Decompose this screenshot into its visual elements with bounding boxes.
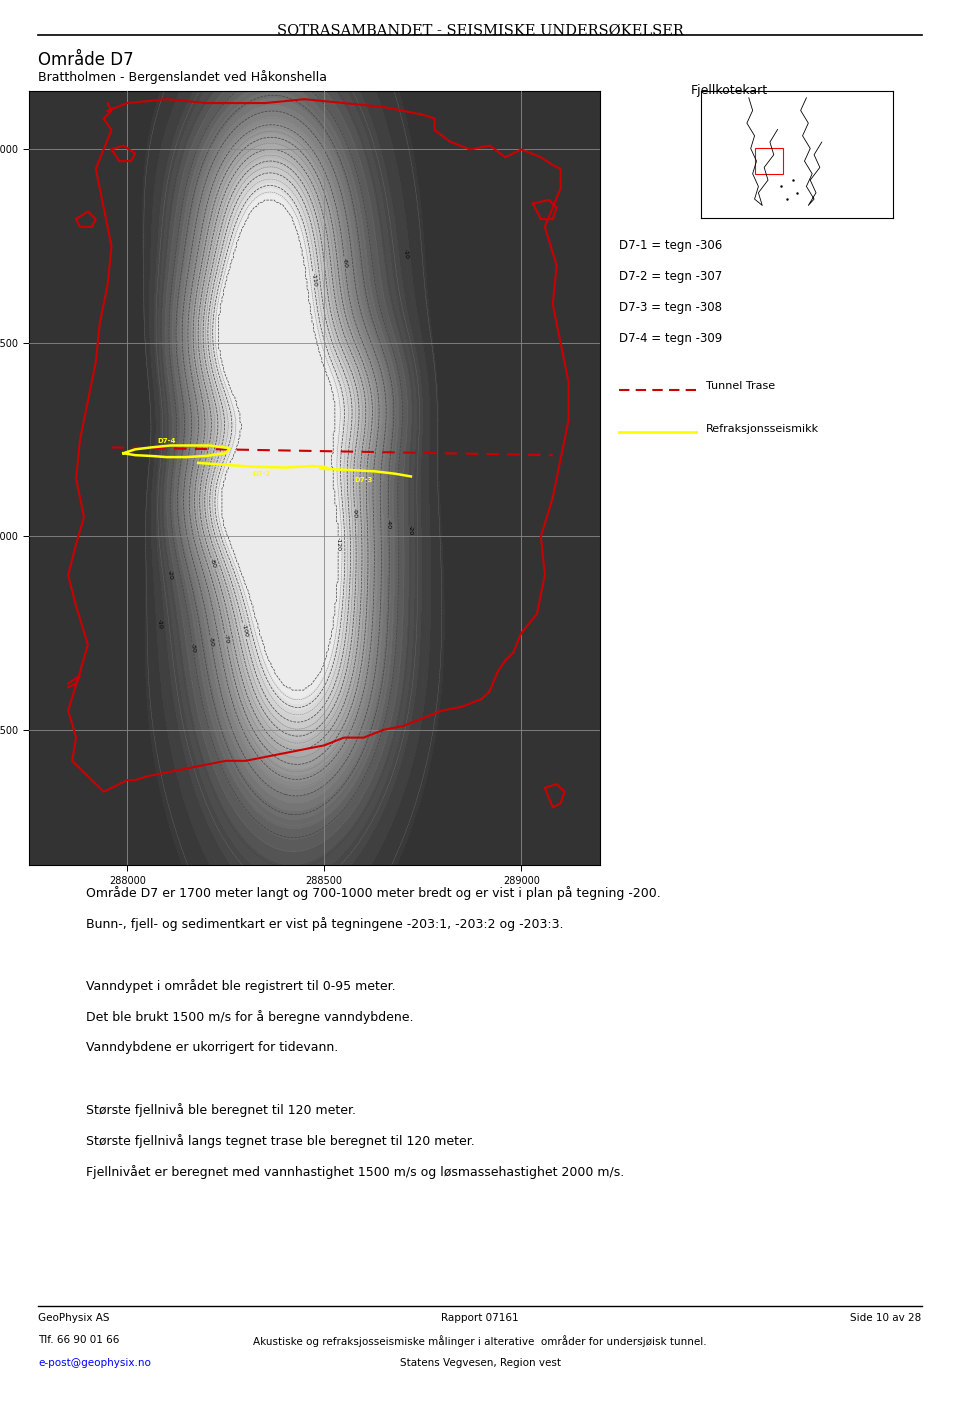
Text: D7-2 = tegn -307: D7-2 = tegn -307 [619,270,723,283]
Text: Område D7: Område D7 [38,51,134,69]
Text: Største fjellnivå ble beregnet til 120 meter.: Største fjellnivå ble beregnet til 120 m… [86,1103,356,1117]
Text: -60: -60 [342,257,348,269]
Text: Største fjellnivå langs tegnet trase ble beregnet til 120 meter.: Største fjellnivå langs tegnet trase ble… [86,1134,475,1148]
Text: Fjellkotekart: Fjellkotekart [691,84,768,97]
Text: -100: -100 [240,623,249,637]
Text: D7-3 = tegn -308: D7-3 = tegn -308 [619,301,722,314]
Text: -50: -50 [207,636,214,647]
Text: Bunn-, fjell- og sedimentkart er vist på tegningene -203:1, -203:2 og -203:3.: Bunn-, fjell- og sedimentkart er vist på… [86,917,564,931]
Text: D7-1 = tegn -306: D7-1 = tegn -306 [619,239,723,252]
Text: -10: -10 [156,619,162,629]
Text: Det ble brukt 1500 m/s for å beregne vanndybdene.: Det ble brukt 1500 m/s for å beregne van… [86,1010,414,1024]
Text: Område D7 er 1700 meter langt og 700-1000 meter bredt og er vist i plan på tegni: Område D7 er 1700 meter langt og 700-100… [86,886,661,900]
Text: -40: -40 [386,519,392,529]
Text: -70: -70 [223,633,229,644]
Text: -110: -110 [310,273,317,287]
Text: Vanndybdene er ukorrigert for tidevann.: Vanndybdene er ukorrigert for tidevann. [86,1041,339,1054]
Text: D7-4 = tegn -309: D7-4 = tegn -309 [619,332,723,345]
Text: e-post@geophysix.no: e-post@geophysix.no [38,1358,152,1368]
Text: SOTRASAMBANDET - SEISMISKE UNDERSØKELSER: SOTRASAMBANDET - SEISMISKE UNDERSØKELSER [276,24,684,38]
Text: -80: -80 [209,559,217,570]
Text: Vanndypet i området ble registrert til 0-95 meter.: Vanndypet i området ble registrert til 0… [86,979,396,993]
Text: -90: -90 [352,508,357,518]
Text: -30: -30 [190,643,196,653]
Text: D7-3: D7-3 [354,477,372,483]
Text: -20: -20 [166,570,173,580]
Text: GeoPhysix AS: GeoPhysix AS [38,1313,109,1323]
Text: -10: -10 [402,248,409,259]
Text: D7-2: D7-2 [252,471,271,477]
Text: Statens Vegvesen, Region vest: Statens Vegvesen, Region vest [399,1358,561,1368]
Text: -120: -120 [336,537,341,550]
Bar [755,149,783,174]
Text: Refraksjonsseismikk: Refraksjonsseismikk [706,424,819,433]
Text: Rapport 07161: Rapport 07161 [442,1313,518,1323]
Text: Akustiske og refraksjosseismiske målinger i alterative  områder for undersjøisk : Akustiske og refraksjosseismiske målinge… [253,1335,707,1346]
Text: Fjellnivået er beregnet med vannhastighet 1500 m/s og løsmassehastighet 2000 m/s: Fjellnivået er beregnet med vannhastighe… [86,1165,625,1179]
Text: Brattholmen - Bergenslandet ved Håkonshella: Brattholmen - Bergenslandet ved Håkonshe… [38,70,327,84]
Text: Side 10 av 28: Side 10 av 28 [851,1313,922,1323]
Text: D7-4: D7-4 [157,438,176,443]
Text: Tlf. 66 90 01 66: Tlf. 66 90 01 66 [38,1335,120,1345]
Text: -20: -20 [407,525,413,536]
Text: Tunnel Trase: Tunnel Trase [706,381,775,391]
